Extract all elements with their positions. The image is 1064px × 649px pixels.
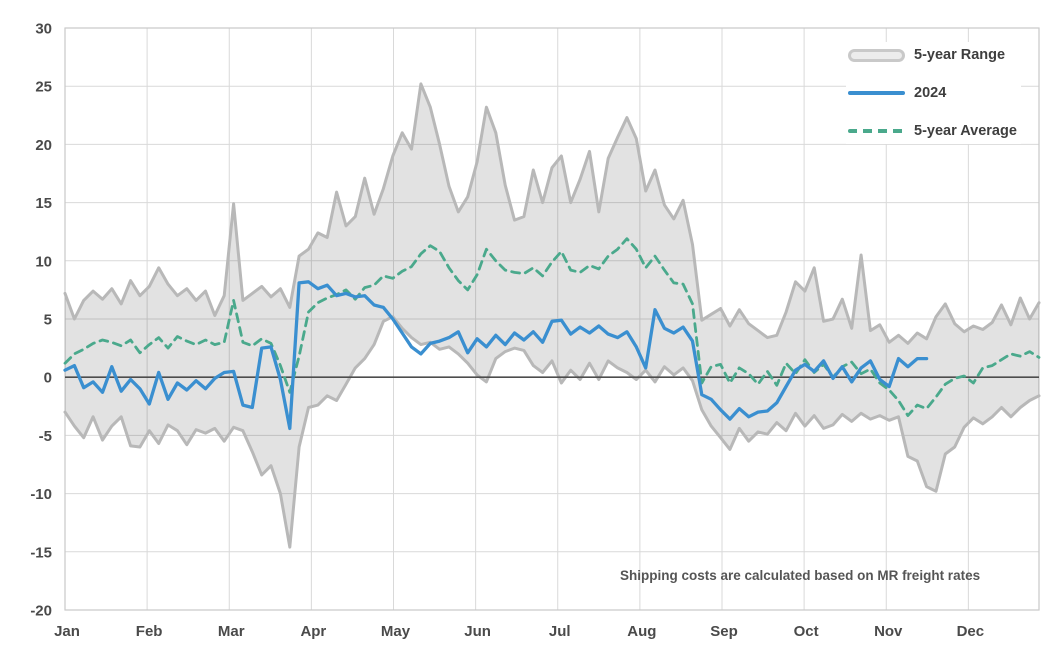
chart-legend: 5-year Range 2024 5-year Average <box>846 42 1021 144</box>
y-tick-label: -20 <box>30 603 52 620</box>
x-tick-label: Jun <box>464 623 491 640</box>
x-tick-label: Apr <box>300 623 326 640</box>
legend-item-2024: 2024 <box>848 82 1017 104</box>
chart-annotation: Shipping costs are calculated based on M… <box>620 568 981 583</box>
x-tick-label: Aug <box>627 623 656 640</box>
x-tick-label: May <box>381 623 411 640</box>
x-tick-label: Dec <box>957 623 985 640</box>
range-band-lower-edge <box>63 315 1041 549</box>
y-tick-label: 0 <box>44 370 52 387</box>
y-tick-label: 30 <box>35 21 52 38</box>
line-2024 <box>63 280 929 431</box>
range-band <box>65 83 1039 548</box>
x-tick-label: Oct <box>794 623 819 640</box>
x-tick-label: Feb <box>136 623 163 640</box>
plot-frame <box>64 27 1040 611</box>
legend-item-range: 5-year Range <box>848 44 1017 66</box>
y-tick-label: -10 <box>30 486 52 503</box>
line-2024-swatch-icon <box>848 91 905 95</box>
x-tick-label: Jul <box>549 623 571 640</box>
y-tick-label: 25 <box>35 79 52 96</box>
legend-label-average: 5-year Average <box>914 123 1017 139</box>
y-tick-label: 15 <box>35 195 52 212</box>
legend-item-average: 5-year Average <box>848 120 1017 142</box>
range-band-swatch-icon <box>848 48 905 62</box>
y-tick-label: -5 <box>39 428 52 445</box>
y-tick-label: 5 <box>44 312 52 329</box>
range-band-upper-edge <box>63 82 1041 345</box>
avg-line <box>63 237 1041 417</box>
x-tick-label: Jan <box>54 623 80 640</box>
x-tick-label: Sep <box>710 623 738 640</box>
y-tick-label: -15 <box>30 544 52 561</box>
y-tick-label: 10 <box>35 253 52 270</box>
avg-line-swatch-icon <box>848 129 905 133</box>
legend-label-range: 5-year Range <box>914 47 1006 63</box>
y-tick-label: 20 <box>35 137 52 154</box>
legend-label-2024: 2024 <box>914 85 947 101</box>
x-tick-label: Nov <box>874 623 903 640</box>
x-tick-label: Mar <box>218 623 245 640</box>
